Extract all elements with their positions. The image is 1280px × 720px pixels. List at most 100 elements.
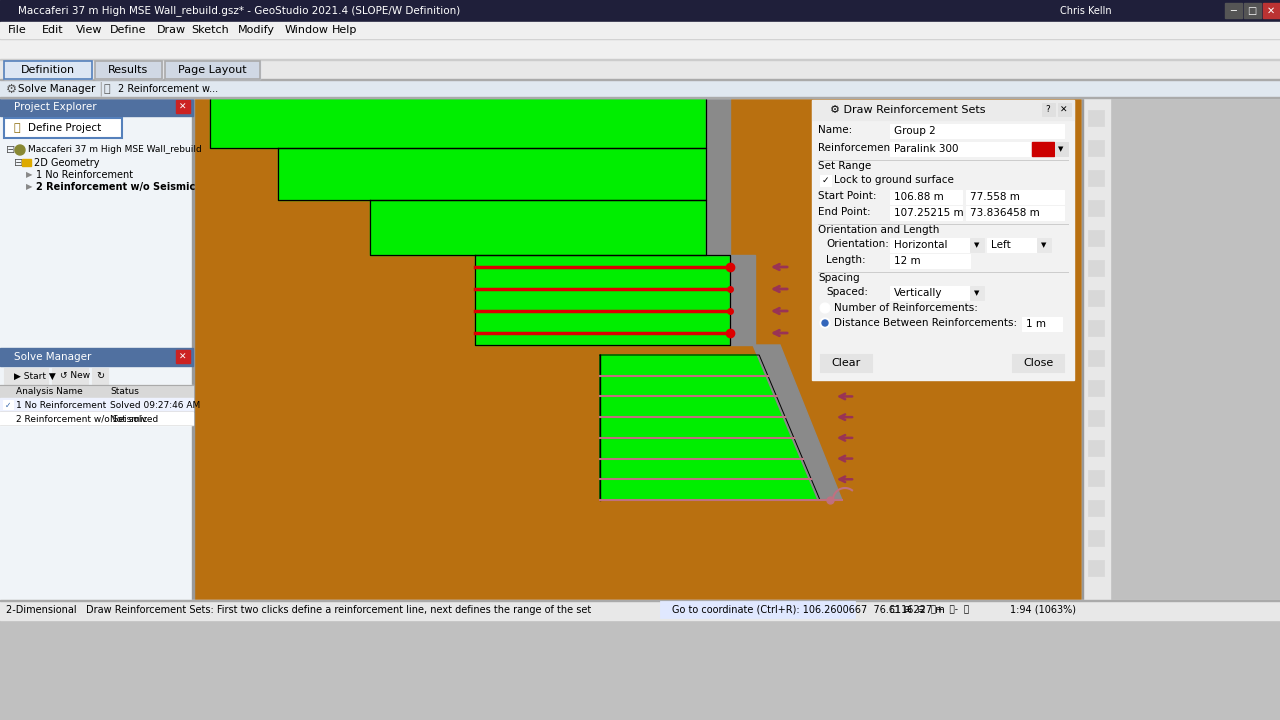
- Bar: [165, 61, 260, 79]
- Bar: [1088, 290, 1103, 306]
- Text: Group 2: Group 2: [893, 126, 936, 136]
- Bar: [0, 38, 1280, 60]
- Text: ⛳: ⛳: [14, 123, 20, 133]
- Text: Draw: Draw: [157, 25, 186, 35]
- Circle shape: [15, 145, 26, 155]
- Text: ▼: ▼: [1042, 242, 1047, 248]
- Text: Definition: Definition: [20, 65, 76, 75]
- Bar: [1012, 354, 1064, 372]
- Text: Results: Results: [108, 65, 148, 75]
- Text: Length:: Length:: [826, 255, 865, 265]
- Bar: [52, 368, 88, 384]
- Bar: [3, 414, 13, 423]
- Bar: [1088, 350, 1103, 366]
- Polygon shape: [730, 255, 755, 345]
- Bar: [0, 348, 193, 366]
- Bar: [4, 118, 122, 138]
- Bar: [970, 286, 984, 300]
- Bar: [966, 206, 1064, 220]
- Bar: [1032, 142, 1053, 156]
- Text: ▶: ▶: [26, 182, 32, 192]
- Text: 73.836458 m: 73.836458 m: [970, 208, 1039, 218]
- Text: 2D Geometry: 2D Geometry: [35, 158, 100, 168]
- Bar: [95, 61, 163, 79]
- Text: Set Range: Set Range: [818, 161, 872, 171]
- Polygon shape: [707, 148, 730, 200]
- Text: Not solved: Not solved: [110, 415, 159, 423]
- Bar: [1225, 3, 1242, 18]
- Text: Number of Reinforcements:: Number of Reinforcements:: [835, 303, 978, 313]
- Text: Edit: Edit: [42, 25, 64, 35]
- Text: Window: Window: [285, 25, 329, 35]
- Bar: [4, 368, 49, 384]
- Polygon shape: [600, 480, 820, 500]
- Text: |: |: [99, 82, 102, 96]
- Bar: [92, 368, 108, 384]
- Bar: [0, 98, 193, 348]
- Text: ✓: ✓: [5, 400, 12, 410]
- Text: ↻: ↻: [96, 371, 104, 381]
- Text: 12 m: 12 m: [893, 256, 920, 266]
- Bar: [820, 175, 831, 186]
- Text: Maccaferi 37 m High MSE Wall_rebuild: Maccaferi 37 m High MSE Wall_rebuild: [28, 145, 202, 155]
- Text: 1 m: 1 m: [1027, 319, 1046, 329]
- Bar: [660, 601, 855, 618]
- Bar: [22, 159, 31, 166]
- Text: Sketch: Sketch: [191, 25, 229, 35]
- Text: Solve Manager: Solve Manager: [18, 84, 96, 94]
- Polygon shape: [600, 397, 785, 417]
- Bar: [812, 100, 1074, 380]
- Text: 2-Dimensional   Draw Reinforcement Sets: First two clicks define a reinforcement: 2-Dimensional Draw Reinforcement Sets: F…: [6, 605, 591, 615]
- Bar: [890, 206, 963, 220]
- Text: End Point:: End Point:: [818, 207, 870, 217]
- Text: ⚙ Draw Reinforcement Sets: ⚙ Draw Reinforcement Sets: [829, 105, 986, 115]
- Text: 🗂: 🗂: [104, 84, 110, 94]
- Polygon shape: [600, 417, 794, 438]
- Text: 107.25215 m: 107.25215 m: [893, 208, 964, 218]
- Text: □  ⊞  ⊟  🔍+  🔍-  🔍: □ ⊞ ⊟ 🔍+ 🔍- 🔍: [890, 606, 969, 614]
- Polygon shape: [707, 98, 730, 148]
- Bar: [177, 350, 189, 363]
- Text: 1 No Reinforcement: 1 No Reinforcement: [15, 400, 106, 410]
- Bar: [890, 286, 970, 300]
- Bar: [0, 60, 1280, 80]
- Text: 1:94 (1063%): 1:94 (1063%): [1010, 605, 1076, 615]
- Text: ▼: ▼: [1059, 146, 1064, 152]
- Text: Distance Between Reinforcements:: Distance Between Reinforcements:: [835, 318, 1018, 328]
- Bar: [177, 100, 189, 113]
- Bar: [890, 190, 963, 204]
- Text: Orientation and Length: Orientation and Length: [818, 225, 940, 235]
- Bar: [966, 190, 1064, 204]
- Text: Status: Status: [110, 387, 138, 397]
- Text: Paralink 300: Paralink 300: [893, 144, 959, 154]
- Text: Reinforcement:: Reinforcement:: [818, 143, 897, 153]
- Text: ⊟: ⊟: [6, 145, 15, 155]
- Bar: [1088, 320, 1103, 336]
- Text: Solved 09:27:46 AM: Solved 09:27:46 AM: [110, 400, 200, 410]
- Text: Project Explorer: Project Explorer: [14, 102, 96, 112]
- Bar: [1088, 200, 1103, 216]
- Bar: [1088, 470, 1103, 486]
- Circle shape: [820, 303, 829, 313]
- Polygon shape: [753, 345, 842, 500]
- Text: View: View: [76, 25, 102, 35]
- Text: Chris Kelln: Chris Kelln: [1060, 6, 1111, 16]
- Text: Define: Define: [110, 25, 146, 35]
- Text: Maccaferi 37 m High MSE Wall_rebuild.gsz* - GeoStudio 2021.4 (SLOPE/W Definition: Maccaferi 37 m High MSE Wall_rebuild.gsz…: [18, 6, 461, 17]
- Text: ⚙: ⚙: [6, 83, 17, 96]
- Text: ✓: ✓: [822, 176, 828, 184]
- Bar: [0, 22, 1280, 38]
- Bar: [1082, 98, 1110, 600]
- Bar: [1042, 103, 1055, 116]
- Bar: [0, 0, 1280, 22]
- Text: Spacing: Spacing: [818, 273, 860, 283]
- Bar: [1021, 317, 1062, 331]
- Bar: [1088, 140, 1103, 156]
- Polygon shape: [210, 98, 707, 148]
- Text: ⊟: ⊟: [14, 158, 23, 168]
- Text: Orientation:: Orientation:: [826, 239, 888, 249]
- Text: Analysis Name: Analysis Name: [15, 387, 83, 397]
- Bar: [0, 80, 1280, 98]
- Text: Define Project: Define Project: [28, 123, 101, 133]
- Bar: [1088, 500, 1103, 516]
